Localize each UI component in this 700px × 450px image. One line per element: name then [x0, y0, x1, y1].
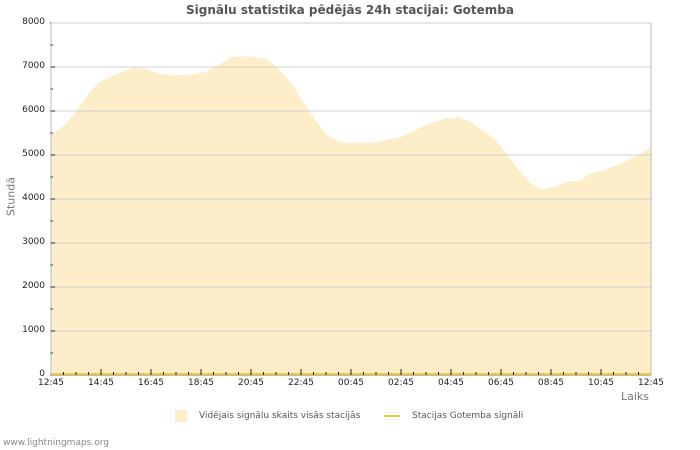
- x-tick-label: 14:45: [88, 378, 114, 388]
- x-axis-label: Laiks: [621, 390, 650, 403]
- legend-label-average: Vidējais signālu skaits visās stacijās: [199, 411, 361, 421]
- y-tick-label: 3000: [22, 237, 45, 247]
- x-tick-label: 20:45: [238, 378, 264, 388]
- x-tick-label: 10:45: [588, 378, 614, 388]
- x-tick-label: 12:45: [638, 378, 664, 388]
- x-tick-label: 02:45: [388, 378, 414, 388]
- x-tick-label: 08:45: [538, 378, 564, 388]
- legend-item-station: Stacijas Gotemba signāli: [384, 410, 523, 421]
- x-tick-label: 12:45: [38, 378, 64, 388]
- x-tick-label: 04:45: [438, 378, 464, 388]
- legend-item-average: Vidējais signālu skaits visās stacijās: [175, 410, 360, 422]
- x-tick-label: 00:45: [338, 378, 364, 388]
- y-tick-label: 4000: [22, 193, 45, 203]
- footer-site-link[interactable]: www.lightningmaps.org: [3, 438, 109, 448]
- average-signals-area: [51, 56, 651, 376]
- y-tick-label: 8000: [22, 17, 45, 27]
- y-tick-label: 6000: [22, 105, 45, 115]
- y-tick-label: 5000: [22, 149, 45, 159]
- x-tick-label: 22:45: [288, 378, 314, 388]
- area-swatch-icon: [175, 410, 187, 422]
- y-tick-label: 1000: [22, 325, 45, 335]
- y-tick-label: 7000: [22, 61, 45, 71]
- chart-title: Signālu statistika pēdējās 24h stacijai:…: [186, 3, 514, 17]
- legend-label-station: Stacijas Gotemba signāli: [412, 411, 524, 421]
- y-tick-label: 2000: [22, 281, 45, 291]
- x-tick-label: 18:45: [188, 378, 214, 388]
- x-tick-label: 06:45: [488, 378, 514, 388]
- y-tick-label: 0: [39, 369, 45, 379]
- x-tick-label: 16:45: [138, 378, 164, 388]
- line-swatch-icon: [384, 415, 400, 417]
